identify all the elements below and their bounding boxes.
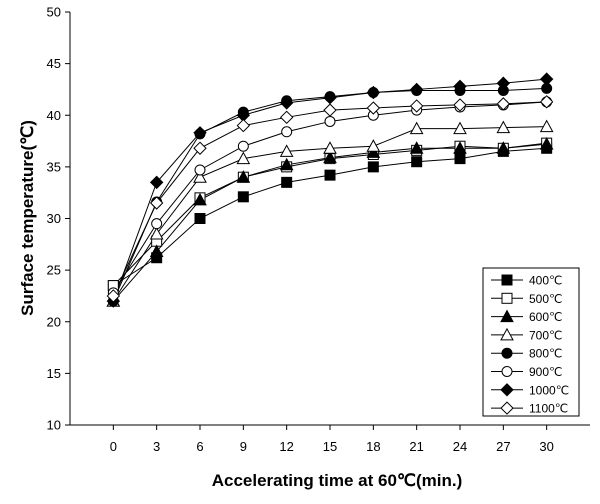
legend-swatch-marker [501,347,513,359]
data-point [453,98,467,112]
data-point [323,103,337,117]
x-tick-label: 3 [153,439,160,454]
legend-swatch-marker [500,327,514,341]
data-point [366,101,381,115]
legend-label: 600℃ [529,310,563,324]
data-point [539,95,554,109]
data-point [539,137,554,150]
data-point [236,170,251,183]
data-point [323,141,337,154]
data-point [237,140,249,152]
data-point [453,121,467,135]
x-tick-label: 18 [366,439,380,454]
data-point [539,72,554,86]
x-tick-label: 12 [279,439,293,454]
data-point [324,169,336,181]
legend-label: 1000℃ [529,383,569,397]
data-point [149,226,164,240]
legend: 400℃ 500℃ 600℃ 700℃ 800℃ 900℃ 1000℃ 1100℃ [482,267,580,417]
legend-swatch-marker [500,383,514,397]
x-tick-label: 27 [496,439,510,454]
y-tick-label: 45 [47,56,61,71]
series-markers [106,72,554,308]
data-point [409,141,424,154]
x-ticks: 0 3 6 9 12 15 18 21 24 27 30 [110,425,554,454]
data-point [367,161,379,173]
y-tick-label: 50 [47,5,61,20]
data-point [194,164,206,176]
x-tick-label: 15 [323,439,337,454]
data-point [279,144,294,157]
x-tick-label: 21 [409,439,423,454]
data-point [453,141,467,154]
data-point [496,76,511,90]
data-point [281,176,293,188]
data-point [237,191,249,203]
legend-swatch-marker [500,309,514,323]
data-point [496,120,511,134]
data-point [151,218,163,230]
data-point [193,192,207,206]
y-ticks: 10 15 20 25 30 35 40 45 50 [47,5,70,433]
data-point [281,126,293,138]
x-axis-title: Accelerating time at 60℃(min.) [212,471,463,490]
legend-label: 900℃ [529,365,563,379]
data-point [366,139,381,152]
data-point [149,175,164,190]
data-point [454,153,466,165]
x-tick-label: 6 [196,439,203,454]
legend-swatch-marker [501,366,513,377]
data-point [193,141,207,155]
data-point [149,196,164,210]
data-point [279,157,294,171]
data-point [409,121,424,135]
data-point [366,145,381,158]
data-point [236,151,251,165]
x-tick-label: 30 [539,439,553,454]
y-tick-label: 10 [47,418,61,433]
data-point [236,118,251,133]
legend-swatch-marker [501,292,513,304]
x-tick-label: 0 [110,439,117,454]
legend-swatch-marker [500,401,514,415]
legend-label: 1100℃ [529,402,568,416]
legend-box [482,267,580,417]
data-point [194,213,206,224]
data-point [539,119,554,133]
legend-label: 800℃ [529,347,563,361]
y-tick-label: 40 [47,108,61,123]
data-point [106,289,121,303]
data-point [279,110,294,125]
x-tick-label: 9 [240,439,247,454]
data-point [411,156,423,168]
data-point [323,150,337,164]
data-point [366,85,381,100]
data-point [193,126,207,140]
data-point [409,82,424,97]
data-point [193,170,207,183]
y-tick-label: 15 [47,366,61,381]
y-tick-label: 20 [47,314,61,329]
legend-label: 500℃ [529,292,563,306]
x-tick-label: 24 [453,439,467,454]
data-point [409,99,424,113]
data-point [324,115,336,127]
legend-swatch-marker [501,274,513,286]
data-point [279,96,294,110]
legend-label: 400℃ [529,274,563,288]
data-point [496,97,511,111]
data-point [149,244,164,258]
data-point [453,79,467,94]
y-tick-label: 25 [47,263,61,278]
legend-label: 700℃ [529,328,563,342]
data-point [496,141,511,154]
y-tick-label: 35 [47,159,61,174]
y-tick-label: 30 [47,211,61,226]
y-axis-title: Surface temperature(℃) [18,120,37,316]
